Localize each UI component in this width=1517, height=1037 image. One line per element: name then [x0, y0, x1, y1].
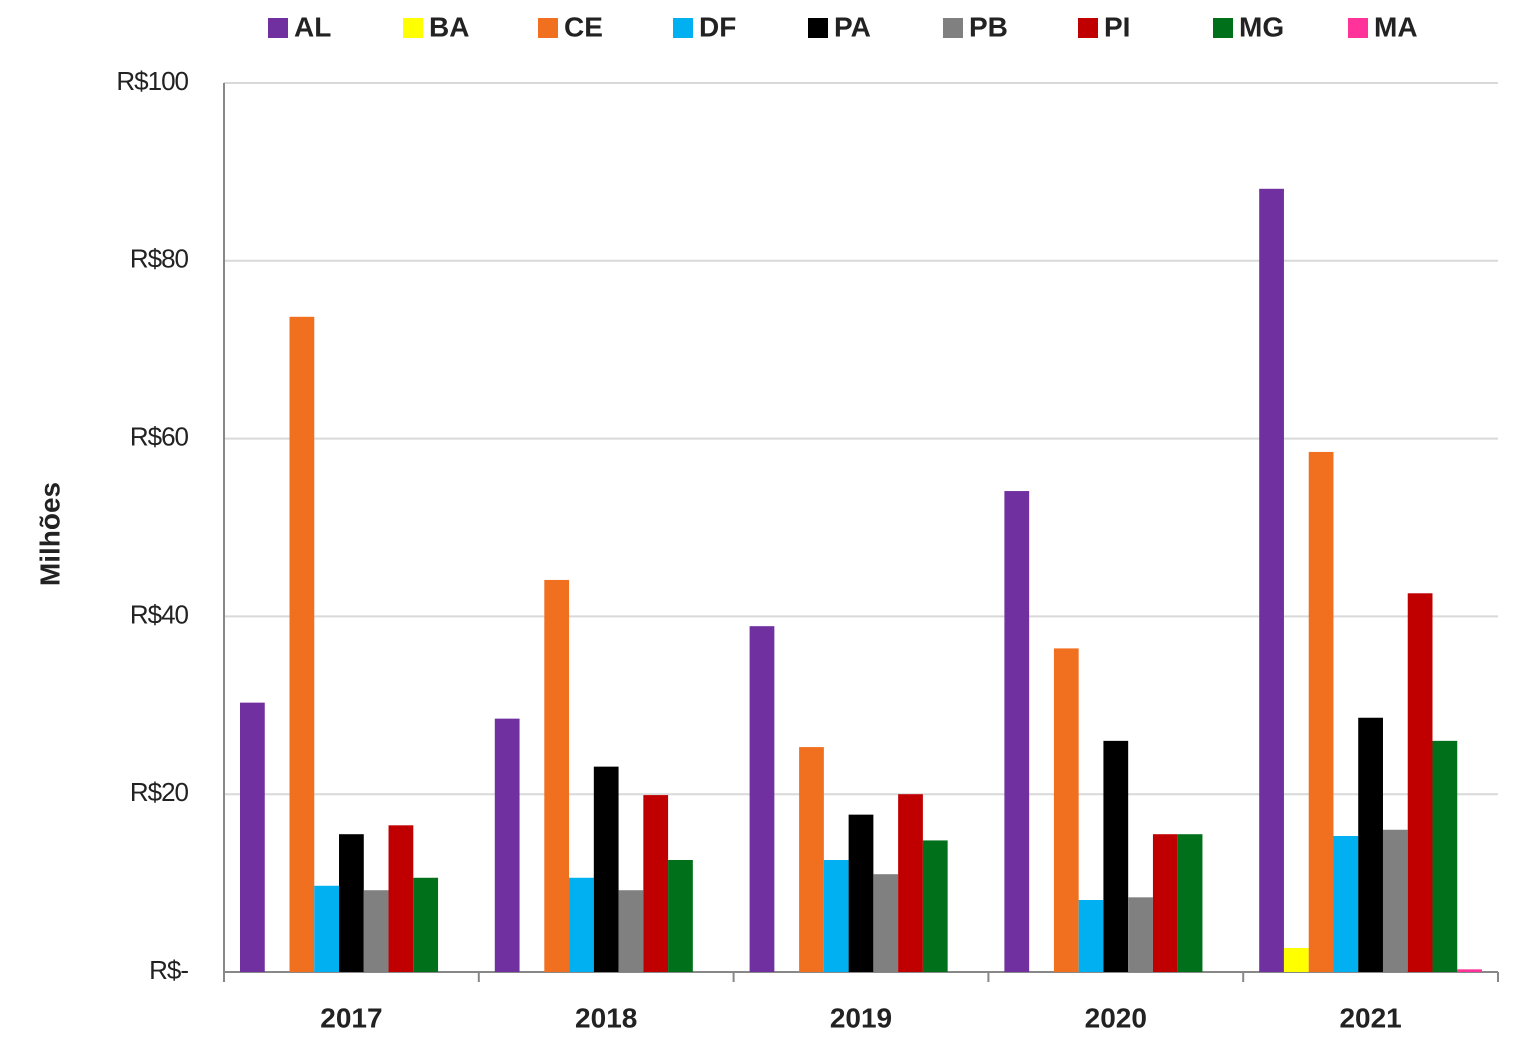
legend-label: PB: [969, 11, 1008, 42]
bar: [1308, 451, 1334, 972]
bar: [1259, 188, 1284, 972]
bar: [922, 840, 948, 972]
legend-swatch: [943, 18, 963, 38]
y-tick-label: R$80: [130, 244, 189, 274]
bar: [1333, 835, 1359, 972]
y-axis-label: Milhões: [34, 482, 65, 586]
legend-label: MG: [1239, 11, 1284, 42]
x-tick-label: 2018: [575, 1002, 637, 1033]
legend-label: CE: [564, 11, 603, 42]
y-tick-label: R$60: [130, 421, 189, 451]
bar: [314, 885, 340, 972]
legend-label: BA: [429, 11, 469, 42]
legend-swatch: [268, 18, 288, 38]
bar: [1004, 491, 1030, 972]
bar: [1152, 834, 1178, 972]
bar: [1128, 897, 1153, 972]
x-tick-label: 2021: [1339, 1002, 1401, 1033]
bar: [388, 825, 414, 972]
bar: [1407, 593, 1433, 972]
y-tick-label: R$40: [130, 599, 189, 629]
legend-swatch: [1078, 18, 1098, 38]
bar: [1078, 899, 1104, 972]
bar: [1177, 834, 1203, 972]
legend-swatch: [1348, 18, 1368, 38]
bar: [848, 814, 874, 972]
bar: [873, 874, 899, 972]
legend-swatch: [808, 18, 828, 38]
bar: [544, 579, 570, 972]
y-tick-label: R$100: [116, 66, 188, 96]
x-tick-label: 2017: [320, 1002, 382, 1033]
bar: [494, 718, 520, 972]
bar: [799, 747, 824, 972]
legend-swatch: [673, 18, 693, 38]
legend-label: AL: [294, 11, 331, 42]
bar: [1358, 717, 1383, 972]
bar: [643, 795, 669, 972]
bar: [289, 316, 315, 972]
bar: [823, 859, 849, 972]
x-tick-label: 2019: [830, 1002, 892, 1033]
bar: [618, 890, 644, 972]
legend-label: PI: [1104, 11, 1130, 42]
legend-label: MA: [1374, 11, 1418, 42]
bar: [749, 626, 775, 972]
bar: [413, 877, 439, 972]
bar: [1283, 947, 1309, 972]
bar: [339, 834, 364, 972]
y-tick-label: R$-: [149, 955, 188, 985]
bar: [569, 877, 594, 972]
bar: [1432, 740, 1458, 972]
bar: [1457, 969, 1482, 972]
bar: [668, 859, 693, 972]
y-tick-label: R$20: [130, 777, 189, 807]
bar: [1053, 648, 1079, 972]
bar: [240, 702, 265, 972]
bar: [898, 794, 923, 972]
legend-swatch: [1213, 18, 1233, 38]
bar: [593, 766, 619, 972]
x-tick-label: 2020: [1085, 1002, 1147, 1033]
legend-swatch: [538, 18, 558, 38]
legend-label: DF: [699, 11, 736, 42]
legend-label: PA: [834, 11, 871, 42]
legend-swatch: [403, 18, 423, 38]
bar: [1103, 740, 1129, 972]
bar: [1382, 829, 1408, 972]
bar: [363, 890, 389, 972]
